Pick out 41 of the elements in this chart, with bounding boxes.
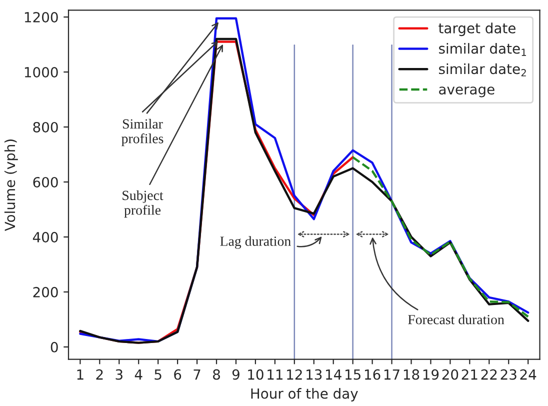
y-tick-label: 600: [33, 176, 58, 188]
x-tick-label: 4: [134, 369, 142, 380]
x-axis-title: Hour of the day: [251, 388, 358, 402]
x-tick-label: 10: [248, 369, 264, 380]
x-tick-label: 2: [96, 369, 103, 380]
x-tick-label: 3: [116, 369, 122, 380]
x-tick-label: 5: [154, 369, 162, 380]
y-tick-label: 0: [50, 342, 58, 352]
y-tick-label: 200: [33, 286, 58, 298]
x-tick-label: 8: [213, 369, 220, 380]
x-tick-label: 23: [500, 369, 516, 380]
annotation: Similar profiles: [122, 118, 164, 146]
annotation: Subject profile: [122, 190, 164, 218]
x-tick-label: 21: [462, 369, 478, 380]
annotation: Lag duration: [220, 236, 291, 249]
x-tick-label: 9: [232, 369, 240, 380]
y-tick-label: 800: [33, 122, 58, 132]
x-tick-label: 24: [520, 369, 536, 380]
x-tick-label: 14: [326, 369, 342, 380]
x-tick-label: 17: [384, 369, 400, 380]
y-axis-title: Volume (vph): [4, 140, 18, 231]
x-tick-label: 15: [346, 369, 360, 380]
legend-label: target date: [438, 22, 516, 36]
y-tick-label: 1000: [24, 66, 58, 78]
x-tick-label: 19: [423, 369, 439, 380]
legend-label: similar date$_{1}$: [439, 43, 526, 56]
legend-label: average: [439, 86, 494, 98]
x-tick-label: 6: [174, 369, 182, 380]
x-tick-label: 18: [404, 369, 420, 380]
x-tick-label: 11: [268, 369, 282, 380]
x-tick-label: 13: [306, 369, 322, 380]
x-tick-label: 7: [194, 369, 200, 380]
x-tick-label: 1: [77, 369, 84, 380]
x-tick-label: 22: [481, 369, 497, 380]
x-tick-label: 16: [364, 369, 380, 380]
x-tick-label: 12: [287, 369, 302, 380]
legend-label: similar date$_{2}$: [439, 63, 526, 76]
y-tick-label: 1200: [24, 12, 58, 22]
annotation: Forecast duration: [408, 314, 504, 324]
y-tick-label: 400: [32, 232, 58, 242]
x-tick-label: 20: [442, 369, 458, 380]
